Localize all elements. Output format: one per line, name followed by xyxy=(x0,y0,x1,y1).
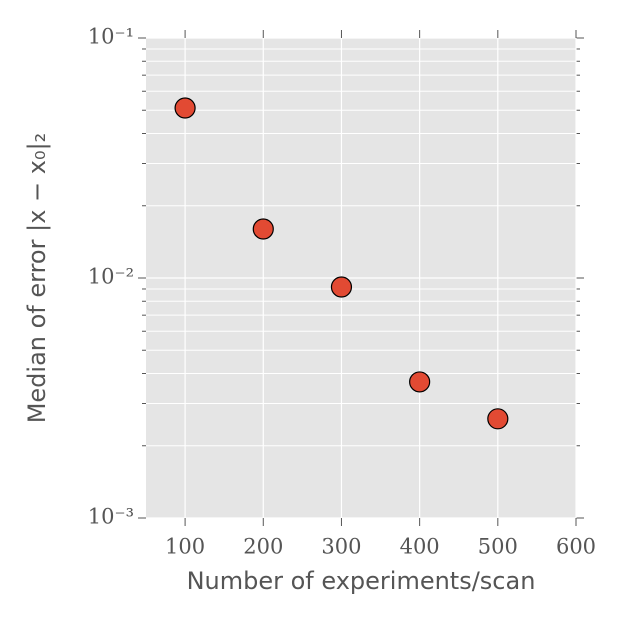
y-tick-label: 10⁻³ xyxy=(88,505,134,529)
x-axis-label: Number of experiments/scan xyxy=(187,567,536,595)
y-tick-label: 10⁻¹ xyxy=(88,25,134,49)
point xyxy=(174,97,196,119)
point xyxy=(409,371,431,393)
point xyxy=(487,408,509,430)
x-tick-label: 600 xyxy=(556,535,596,559)
y-tick-label: 10⁻² xyxy=(88,265,134,289)
y-axis-label: Median of error |x − x₀|₂ xyxy=(23,133,51,424)
point xyxy=(330,276,353,298)
x-tick-label: 400 xyxy=(400,535,440,559)
x-tick-label: 200 xyxy=(243,535,283,559)
x-tick-label: 100 xyxy=(165,535,205,559)
x-tick-label: 500 xyxy=(478,535,518,559)
x-tick-label: 300 xyxy=(321,535,361,559)
point xyxy=(252,218,274,240)
